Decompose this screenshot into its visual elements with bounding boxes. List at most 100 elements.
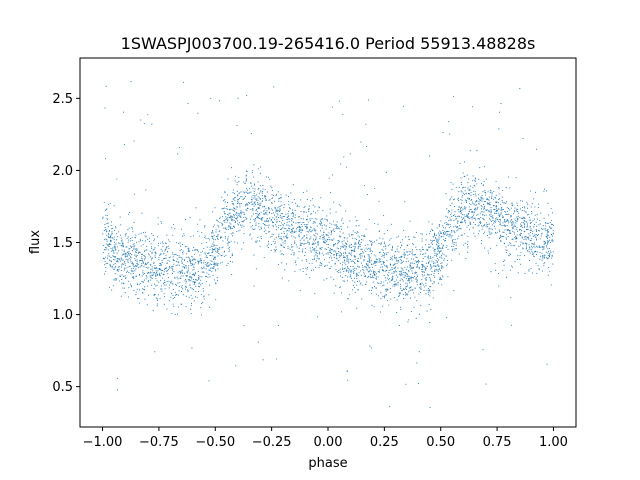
data-point bbox=[107, 255, 109, 257]
data-point bbox=[255, 268, 257, 270]
data-point bbox=[531, 210, 533, 212]
data-point bbox=[412, 258, 415, 260]
data-point bbox=[213, 262, 215, 265]
data-point bbox=[346, 266, 349, 268]
data-point bbox=[243, 225, 245, 227]
data-point bbox=[254, 219, 256, 221]
data-point bbox=[462, 192, 464, 194]
data-point bbox=[302, 271, 304, 273]
data-point bbox=[182, 253, 184, 255]
data-point bbox=[281, 277, 283, 279]
data-point bbox=[267, 176, 270, 178]
data-point bbox=[108, 230, 110, 232]
data-point bbox=[548, 239, 550, 241]
data-point bbox=[170, 281, 172, 283]
data-point bbox=[458, 235, 460, 237]
data-point bbox=[198, 235, 200, 237]
data-point bbox=[416, 257, 418, 259]
data-point bbox=[111, 249, 114, 251]
data-point bbox=[299, 289, 301, 291]
data-point bbox=[321, 227, 323, 229]
data-point bbox=[271, 208, 273, 210]
data-point bbox=[157, 223, 159, 225]
data-point bbox=[283, 246, 285, 249]
data-point bbox=[477, 206, 479, 208]
data-point bbox=[153, 238, 156, 240]
data-point bbox=[430, 308, 432, 311]
data-point bbox=[361, 234, 363, 237]
data-point bbox=[520, 217, 522, 219]
data-point bbox=[116, 236, 118, 238]
data-point bbox=[383, 241, 386, 243]
data-point bbox=[131, 250, 134, 252]
data-point bbox=[394, 251, 397, 253]
data-point bbox=[478, 230, 480, 232]
data-point bbox=[467, 245, 469, 248]
data-point bbox=[225, 216, 227, 218]
data-point bbox=[184, 218, 187, 221]
data-point bbox=[441, 267, 443, 269]
data-point bbox=[530, 248, 532, 251]
data-point bbox=[120, 295, 122, 297]
data-point bbox=[431, 228, 433, 230]
data-point bbox=[438, 268, 440, 270]
data-point bbox=[391, 278, 393, 280]
data-point bbox=[292, 246, 294, 248]
data-point bbox=[119, 259, 121, 261]
data-point bbox=[491, 192, 493, 194]
data-point bbox=[461, 210, 463, 212]
data-point bbox=[539, 230, 541, 232]
data-point bbox=[192, 235, 194, 237]
data-point bbox=[262, 222, 264, 224]
data-point bbox=[336, 271, 338, 273]
data-point bbox=[448, 227, 450, 229]
data-point bbox=[550, 223, 553, 225]
data-point bbox=[421, 238, 423, 240]
data-point bbox=[348, 294, 350, 296]
data-point bbox=[428, 246, 430, 248]
data-point bbox=[225, 254, 227, 257]
data-point bbox=[168, 280, 170, 282]
data-point bbox=[159, 273, 161, 276]
data-point bbox=[517, 230, 519, 232]
data-point bbox=[315, 260, 318, 262]
data-point bbox=[457, 220, 459, 222]
data-point bbox=[176, 276, 178, 278]
data-point bbox=[180, 286, 183, 288]
data-point bbox=[342, 113, 344, 115]
data-point bbox=[322, 254, 325, 256]
data-point bbox=[297, 257, 299, 259]
data-point bbox=[402, 269, 404, 271]
data-point bbox=[503, 264, 505, 266]
data-point bbox=[297, 222, 299, 224]
data-point bbox=[203, 298, 205, 300]
data-point bbox=[305, 219, 308, 221]
data-point bbox=[534, 191, 537, 193]
data-point bbox=[439, 278, 442, 280]
data-point bbox=[529, 231, 531, 234]
data-point bbox=[366, 268, 368, 270]
data-point bbox=[340, 225, 342, 227]
data-point bbox=[509, 221, 511, 223]
data-point bbox=[354, 242, 356, 244]
data-point bbox=[124, 254, 126, 256]
data-point bbox=[115, 243, 117, 245]
data-point bbox=[446, 216, 449, 218]
data-point bbox=[525, 229, 528, 231]
data-point bbox=[179, 249, 181, 252]
data-point bbox=[198, 283, 200, 285]
data-point bbox=[114, 244, 116, 246]
data-point bbox=[460, 234, 462, 236]
data-point bbox=[513, 213, 515, 215]
data-point bbox=[413, 244, 415, 246]
data-point bbox=[545, 228, 547, 230]
data-point bbox=[213, 267, 215, 270]
data-point bbox=[484, 231, 486, 233]
data-point bbox=[380, 281, 382, 283]
data-point bbox=[406, 258, 408, 260]
data-point bbox=[464, 186, 466, 188]
data-point bbox=[388, 269, 390, 272]
data-point bbox=[373, 270, 375, 272]
data-point bbox=[478, 224, 480, 226]
